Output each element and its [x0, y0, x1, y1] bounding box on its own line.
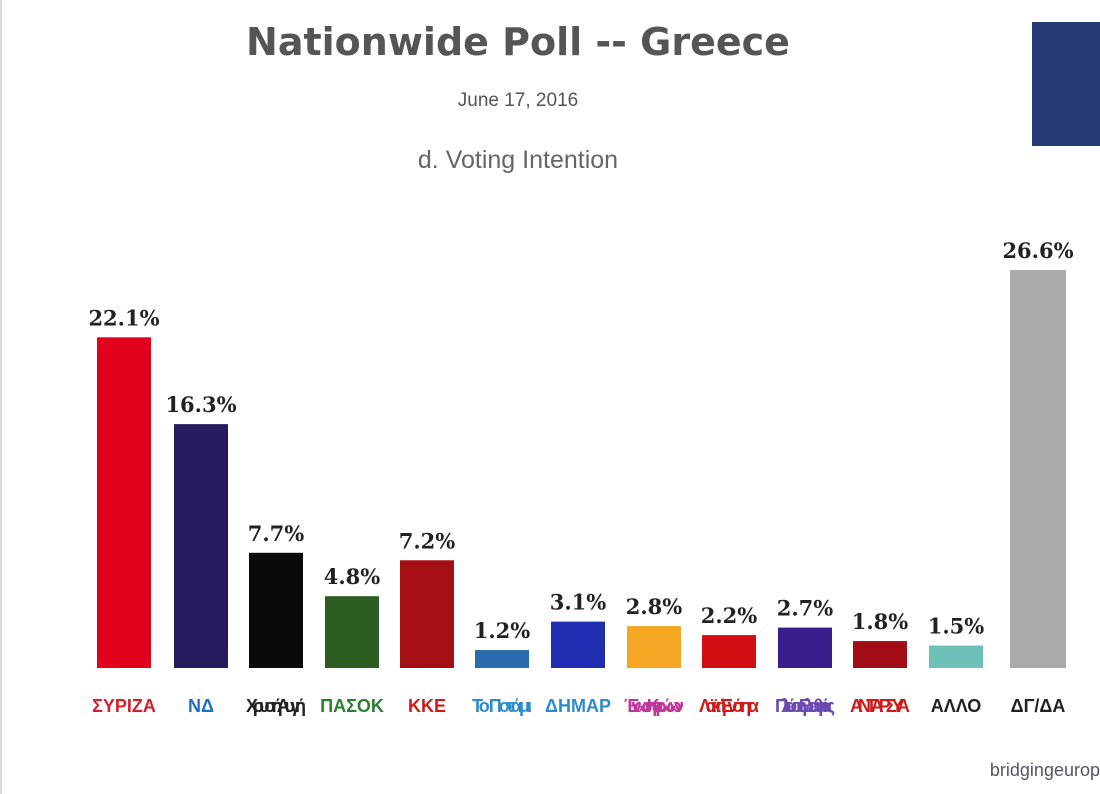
chart-title: Nationwide Poll -- Greece	[246, 20, 790, 64]
category-label: ΔΓ/ΔΑ	[1011, 696, 1066, 716]
party-logo: Το Ποτάμι	[472, 696, 532, 716]
data-label: 2.8%	[626, 594, 683, 619]
data-label: 1.2%	[474, 618, 531, 643]
bar-5	[475, 650, 529, 668]
party-logo: ΔΗΜΑΡ	[545, 696, 611, 716]
bar-11	[929, 645, 983, 668]
data-label: 2.2%	[701, 603, 758, 628]
bar-1	[174, 424, 228, 668]
source-label: bridgingeurop	[989, 760, 1100, 780]
chart-subtitle: d. Voting Intention	[417, 146, 619, 174]
data-label: 4.8%	[324, 564, 381, 589]
bar-3	[325, 596, 379, 668]
bar-6	[551, 621, 605, 668]
party-logo: ΝΔ	[188, 696, 214, 716]
bar-10	[853, 641, 907, 668]
data-label: 7.2%	[399, 528, 456, 553]
bar-2	[249, 552, 303, 668]
bar-9	[778, 627, 832, 668]
bar-12	[1010, 270, 1066, 668]
party-logo: Πλεύση Ελευθερίας	[775, 696, 835, 716]
data-label: 26.6%	[1002, 238, 1073, 263]
data-label: 2.7%	[777, 596, 834, 621]
data-label: 7.7%	[248, 521, 305, 546]
corner-banner	[1032, 22, 1100, 146]
bar-8	[702, 635, 756, 668]
party-logo: Χρυσή Αυγή	[246, 696, 306, 716]
bar-4	[400, 560, 454, 668]
bar-7	[627, 626, 681, 668]
bar-0	[97, 337, 151, 668]
left-border	[0, 0, 2, 794]
category-label: ΑΛΛΟ	[931, 696, 982, 716]
party-logo: ΚΚΕ	[408, 696, 446, 716]
party-logo: Ένωση Κεντρώων	[624, 696, 684, 716]
data-label: 16.3%	[165, 392, 236, 417]
data-label: 3.1%	[550, 590, 607, 615]
chart-date: June 17, 2016	[457, 90, 579, 111]
data-label: 1.8%	[852, 609, 909, 634]
data-label: 1.5%	[928, 614, 985, 639]
data-label: 22.1%	[88, 305, 159, 330]
party-logo: Λαϊκή Ενότητα	[699, 696, 759, 716]
party-logo: ΠΑΣΟΚ	[320, 696, 384, 716]
party-logo: ΣΥΡΙΖΑ	[92, 696, 156, 716]
party-logo: ΑΝΤΑΡΣΥΑ	[850, 696, 910, 716]
